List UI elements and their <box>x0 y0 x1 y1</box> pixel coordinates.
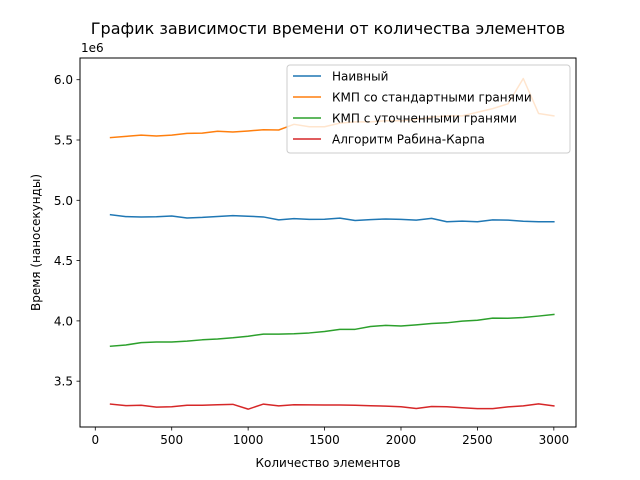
legend-label-4: Алгоритм Рабина-Карпа <box>332 133 485 147</box>
y-offset-label: 1e6 <box>81 41 104 55</box>
x-tick-label: 1000 <box>233 433 264 447</box>
legend-label-1: Наивный <box>332 70 388 84</box>
plot-frame <box>79 57 577 428</box>
series-line-4 <box>109 403 555 410</box>
y-tick-label: 6.0 <box>54 73 73 87</box>
x-tick-label: 1500 <box>309 433 340 447</box>
legend-items: Наивный КМП со стандартными гранями КМП с … <box>293 70 532 147</box>
chart-title: График зависимости времени от количества… <box>91 19 565 38</box>
y-tick-label: 5.0 <box>54 194 73 208</box>
x-tick-label: 2500 <box>462 433 493 447</box>
x-tick-label: 500 <box>160 433 183 447</box>
y-tick-label: 5.5 <box>54 134 73 148</box>
legend-label-3: КМП с уточненными гранями <box>332 112 517 126</box>
x-tick-label: 0 <box>91 433 99 447</box>
series-line-3 <box>109 313 555 348</box>
legend-box <box>286 64 571 154</box>
x-axis-label: Количество элементов <box>256 456 401 470</box>
x-tick-label: 2000 <box>386 433 417 447</box>
y-axis-ticks: 3.5 4.0 4.5 5.0 5.5 6.0 <box>54 73 80 389</box>
y-tick-label: 3.5 <box>54 375 73 389</box>
y-tick-label: 4.5 <box>54 254 73 268</box>
legend: Наивный КМП со стандартными гранями КМП с … <box>286 64 571 154</box>
y-tick-label: 4.0 <box>54 314 73 328</box>
x-axis-ticks: 0 500 1000 1500 2000 2500 3000 <box>91 427 569 447</box>
x-tick-label: 3000 <box>539 433 570 447</box>
legend-label-2: КМП со стандартными гранями <box>332 91 532 105</box>
series-line-1 <box>109 213 555 223</box>
y-axis-label: Время (наносекунды) <box>29 174 43 311</box>
